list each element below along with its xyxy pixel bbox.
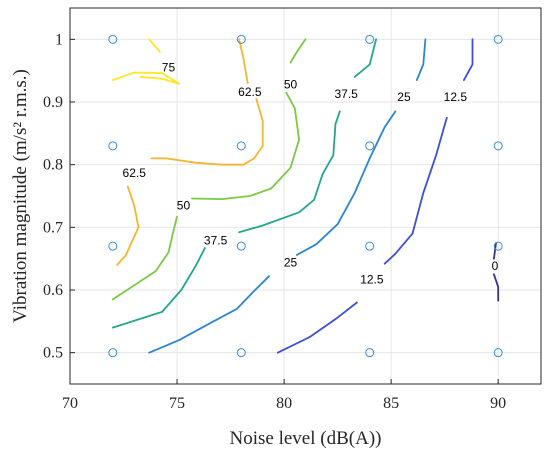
contour-label-25: 25 <box>397 90 411 104</box>
x-tick-label: 90 <box>490 395 506 412</box>
x-axis-label: Noise level (dB(A)) <box>230 428 382 449</box>
y-tick-label: 0.5 <box>43 345 63 362</box>
sample-point <box>108 348 118 358</box>
sample-point <box>493 241 503 251</box>
contour-line-12.5 <box>276 301 358 354</box>
sample-point <box>236 141 246 151</box>
sample-point <box>365 348 375 358</box>
contour-line-0 <box>493 242 497 260</box>
contour-line-0 <box>493 273 500 302</box>
y-tick-label: 0.6 <box>43 282 63 299</box>
x-tick-label: 80 <box>276 395 292 412</box>
contour-line-75 <box>111 71 181 85</box>
contour-line-37.5 <box>111 247 206 329</box>
y-axis-label: Vibration magnitude (m/s² r.m.s.) <box>10 69 31 323</box>
sample-point <box>108 34 118 44</box>
y-axis-ticks: 0.5 0.6 0.7 0.8 0.9 1 <box>43 31 75 362</box>
contour-line-50 <box>289 38 307 64</box>
sample-point <box>236 34 246 44</box>
contour-label-75: 75 <box>162 61 176 75</box>
sample-points <box>108 34 503 358</box>
contour-line-25 <box>148 275 270 354</box>
contour-line-62.5 <box>150 98 264 166</box>
contour-label-12.5: 12.5 <box>444 90 468 104</box>
sample-point <box>236 241 246 251</box>
y-tick-label: 0.8 <box>43 157 63 174</box>
sample-point <box>108 141 118 151</box>
contour-label-50: 50 <box>284 77 298 91</box>
contour-label-62.5: 62.5 <box>123 166 147 180</box>
contour-label-12.5: 12.5 <box>360 272 384 286</box>
x-tick-label: 70 <box>62 395 78 412</box>
plot-frame <box>69 7 542 385</box>
contour-label-50: 50 <box>177 198 191 212</box>
contour-line-62.5 <box>116 185 140 266</box>
contour-labels: 75 62.5 62.5 50 50 37.5 37.5 25 25 12.5 12.5 0 <box>123 61 499 287</box>
contour-lines <box>111 38 500 354</box>
contour-line-25 <box>296 110 397 256</box>
grid-lines <box>69 8 541 384</box>
y-tick-label: 0.9 <box>43 94 63 111</box>
contour-line-75 <box>148 38 161 53</box>
sample-point <box>493 34 503 44</box>
y-tick-label: 1 <box>55 31 63 48</box>
contour-line-12.5 <box>463 38 474 81</box>
contour-label-62.5: 62.5 <box>238 85 262 99</box>
y-tick-label: 0.7 <box>43 219 63 236</box>
sample-point <box>236 348 246 358</box>
x-tick-label: 85 <box>383 395 399 412</box>
contour-line-25 <box>415 38 427 81</box>
sample-point <box>493 141 503 151</box>
contour-line-12.5 <box>383 116 448 265</box>
contour-label-37.5: 37.5 <box>204 233 228 247</box>
sample-point <box>365 141 375 151</box>
contour-line-62.5 <box>238 38 249 85</box>
sample-point <box>108 241 118 251</box>
contour-line-37.5 <box>353 38 377 78</box>
contour-label-0: 0 <box>492 259 499 273</box>
contour-line-50 <box>191 91 300 200</box>
contour-label-37.5: 37.5 <box>334 87 358 101</box>
contour-line-50 <box>111 215 178 301</box>
x-axis-ticks: 70 75 80 85 90 <box>62 379 506 412</box>
sample-point <box>493 348 503 358</box>
contour-line-37.5 <box>238 110 341 234</box>
sample-point <box>365 241 375 251</box>
sample-point <box>365 34 375 44</box>
contour-label-25: 25 <box>284 255 298 269</box>
x-tick-label: 75 <box>169 395 185 412</box>
